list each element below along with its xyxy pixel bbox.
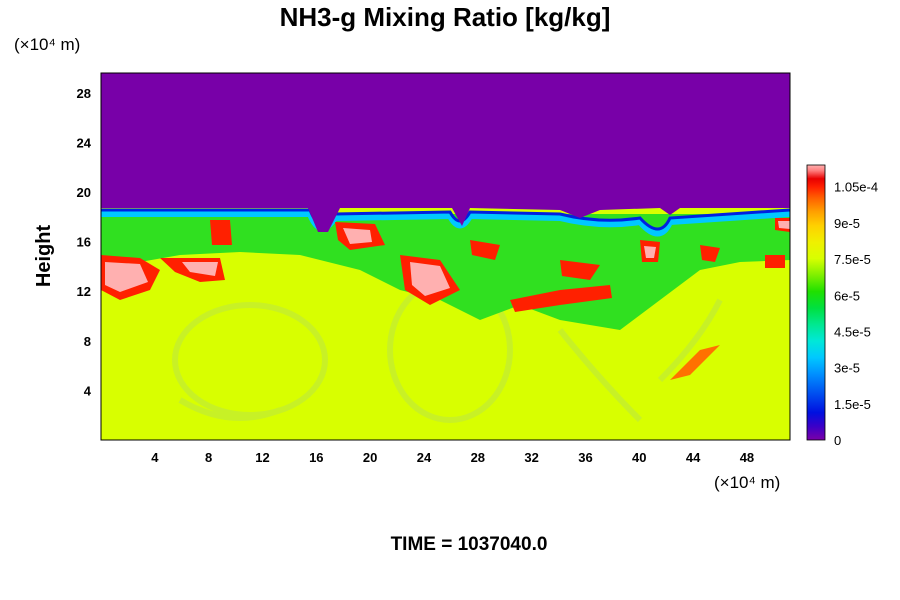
y-tick-label: 12 bbox=[77, 284, 91, 299]
plot-frame bbox=[100, 72, 791, 441]
x-tick-label: 36 bbox=[578, 450, 592, 465]
colorbar-tick-label: 0 bbox=[834, 433, 841, 448]
upper-field bbox=[101, 73, 790, 232]
colorbar-tick-label: 6e-5 bbox=[834, 288, 860, 303]
colorbar-ticks: 0 1.5e-5 3e-5 4.5e-5 6e-5 7.5e-5 9e-5 1.05e-4 bbox=[834, 180, 878, 448]
colorbar-tick-label: 1.5e-5 bbox=[834, 397, 871, 412]
x-tick-label: 32 bbox=[524, 450, 538, 465]
colorbar bbox=[806, 164, 826, 441]
y-unit-label: (×10⁴ m) bbox=[14, 35, 80, 54]
x-tick-label: 48 bbox=[740, 450, 754, 465]
high-concentration-patches bbox=[101, 218, 790, 380]
colorbar-tick-label: 1.05e-4 bbox=[834, 180, 878, 195]
x-unit-label: (×10⁴ m) bbox=[714, 473, 780, 492]
y-tick-label: 4 bbox=[84, 383, 92, 398]
y-tick-label: 20 bbox=[77, 185, 91, 200]
x-tick-label: 20 bbox=[363, 450, 377, 465]
y-axis-label: Height bbox=[33, 225, 55, 288]
y-axis-ticks: 4 8 12 16 20 24 28 bbox=[77, 86, 92, 399]
x-tick-label: 4 bbox=[151, 450, 159, 465]
colorbar-tick-label: 4.5e-5 bbox=[834, 324, 871, 339]
x-tick-label: 12 bbox=[255, 450, 269, 465]
x-tick-label: 40 bbox=[632, 450, 646, 465]
x-axis-ticks: 4 8 12 16 20 24 28 32 36 40 44 48 bbox=[151, 450, 754, 465]
x-tick-label: 16 bbox=[309, 450, 323, 465]
y-tick-label: 16 bbox=[77, 235, 91, 250]
colorbar-tick-label: 3e-5 bbox=[834, 361, 860, 376]
colorbar-tick-label: 9e-5 bbox=[834, 216, 860, 231]
colorbar-tick-label: 7.5e-5 bbox=[834, 252, 871, 267]
x-tick-label: 24 bbox=[417, 450, 432, 465]
y-tick-label: 28 bbox=[77, 86, 91, 101]
x-tick-label: 8 bbox=[205, 450, 212, 465]
y-tick-label: 8 bbox=[84, 334, 91, 349]
plot-area bbox=[101, 73, 790, 440]
time-label: TIME = 1037040.0 bbox=[391, 534, 548, 555]
chart-title: NH3-g Mixing Ratio [kg/kg] bbox=[280, 2, 611, 32]
x-tick-label: 28 bbox=[471, 450, 485, 465]
x-tick-label: 44 bbox=[686, 450, 701, 465]
y-tick-label: 24 bbox=[77, 135, 92, 150]
